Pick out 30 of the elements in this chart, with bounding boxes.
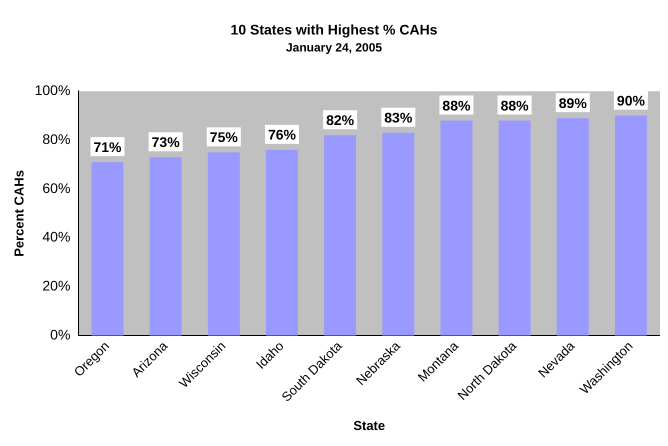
y-axis-title: Percent CAHs — [11, 170, 26, 257]
data-label: 73% — [152, 134, 180, 150]
y-tick-label: 80% — [42, 130, 70, 147]
chart-subtitle: January 24, 2005 — [286, 40, 382, 54]
data-label: 88% — [442, 97, 471, 114]
y-tick-label: 40% — [42, 228, 70, 245]
x-axis-title: State — [353, 418, 386, 433]
data-label: 71% — [93, 138, 122, 155]
bar — [614, 116, 647, 336]
data-label: 82% — [326, 112, 355, 128]
bar — [498, 120, 531, 336]
y-tick-label: 20% — [42, 278, 70, 294]
data-label: 76% — [268, 126, 297, 143]
bar — [440, 120, 472, 336]
bar — [324, 135, 356, 336]
y-tick-label: 0% — [50, 326, 70, 343]
y-tick-label: 100% — [34, 82, 70, 98]
bar — [91, 162, 124, 336]
data-label: 89% — [558, 94, 588, 111]
bar — [556, 118, 589, 336]
chart-title: 10 States with Highest % CAHs — [230, 21, 438, 38]
data-label: 90% — [616, 92, 646, 109]
data-label: 83% — [384, 110, 413, 126]
bar — [208, 152, 240, 336]
data-label: 88% — [500, 97, 530, 114]
data-label: 75% — [210, 129, 238, 146]
bar — [266, 150, 298, 336]
bar — [150, 157, 182, 336]
y-tick-label: 60% — [42, 180, 70, 196]
bar — [382, 132, 414, 336]
